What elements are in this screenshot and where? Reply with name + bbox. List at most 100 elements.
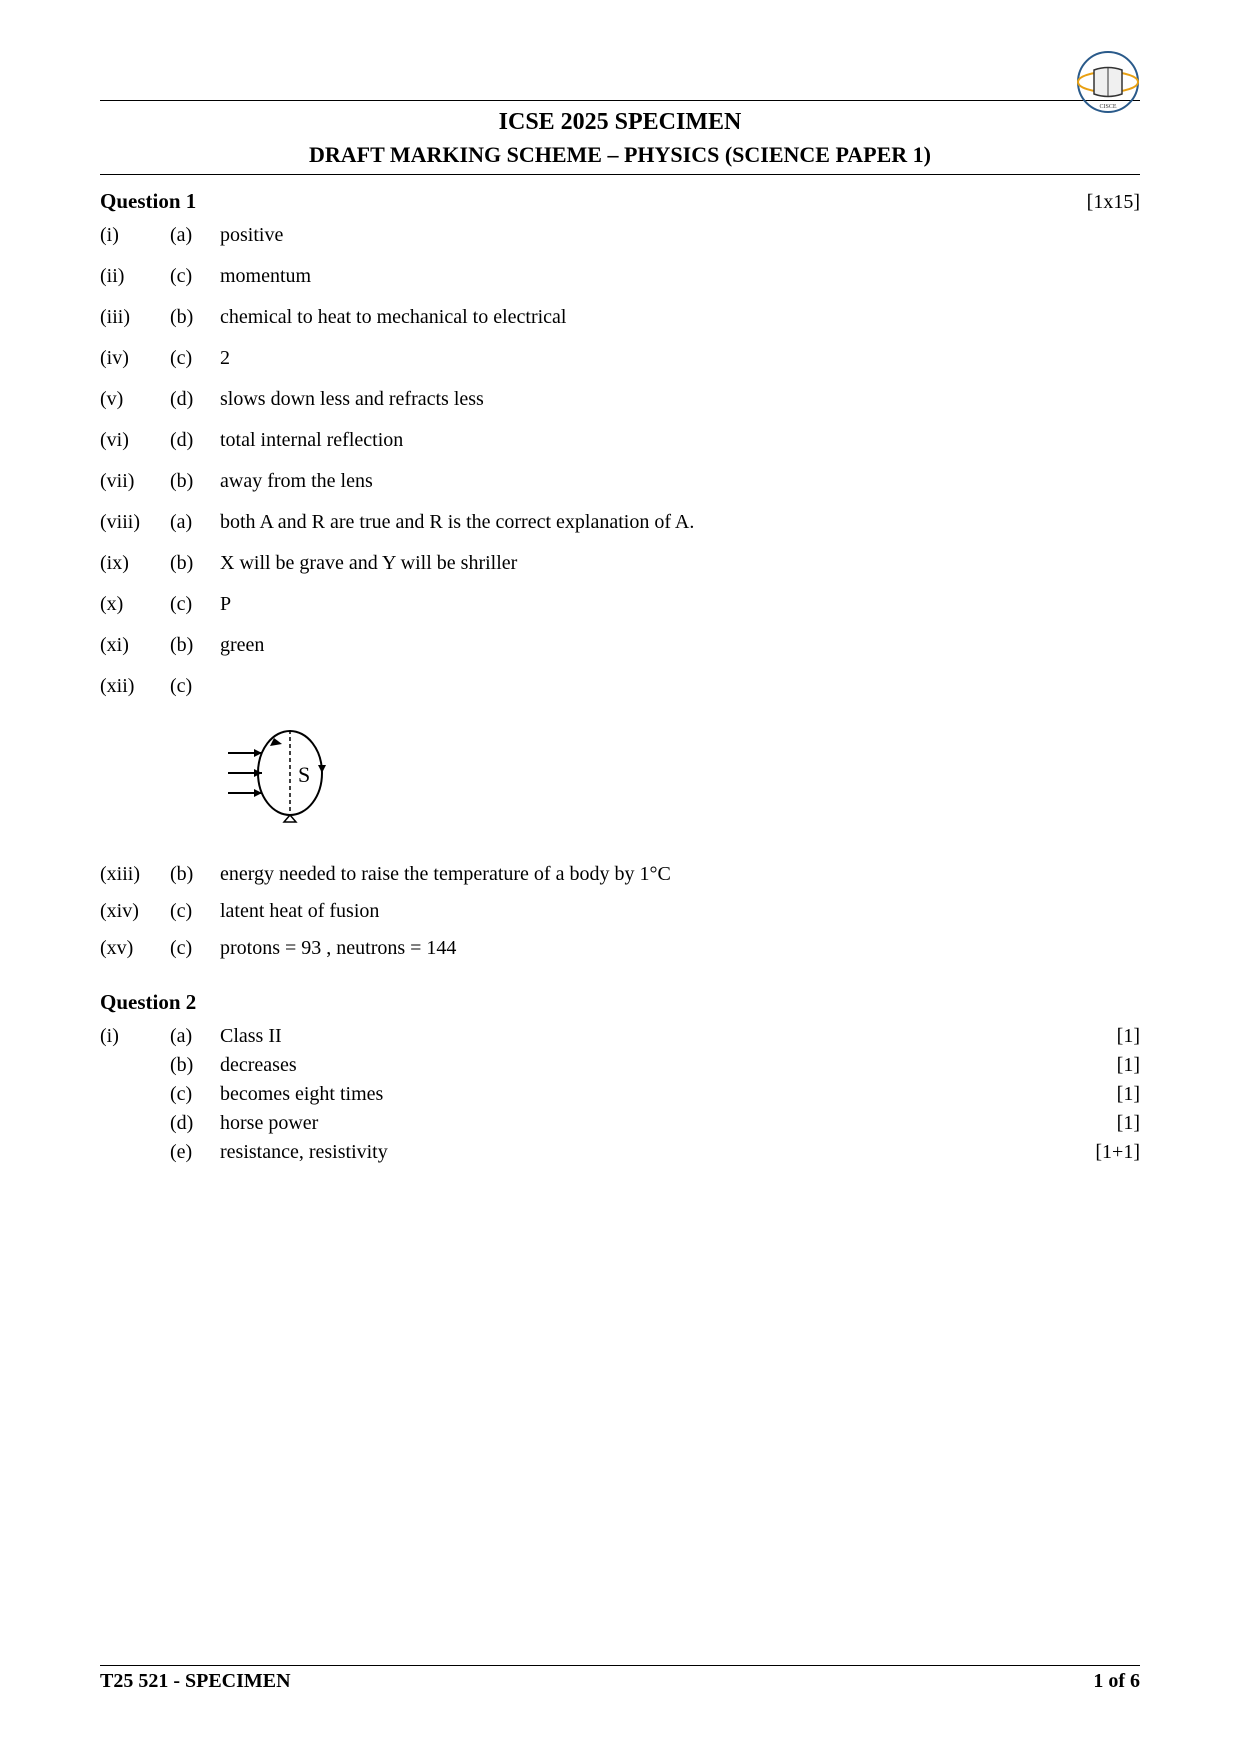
option-letter: (b) [170, 306, 220, 329]
answer-row: (xi) (b) green [100, 634, 1140, 657]
answer-row: (iv) (c) 2 [100, 347, 1140, 370]
question-1-header: Question 1 [1x15] [100, 189, 1140, 214]
answer-row: (d) horse power [1] [100, 1112, 1140, 1135]
option-letter: (b) [170, 470, 220, 493]
main-title: ICSE 2025 SPECIMEN [100, 109, 1140, 136]
question-2-title: Question 2 [100, 990, 196, 1015]
answer-text: becomes eight times [220, 1083, 1080, 1106]
option-letter: (d) [170, 388, 220, 411]
answer-row: (xiv) (c) latent heat of fusion [100, 900, 1140, 923]
roman-numeral: (iv) [100, 347, 170, 370]
option-letter: (c) [170, 347, 220, 370]
roman-numeral: (i) [100, 224, 170, 247]
header-rule-bottom [100, 174, 1140, 175]
marks: [1] [1080, 1025, 1140, 1048]
option-letter: (b) [170, 1054, 220, 1077]
svg-text:CISCE: CISCE [1099, 104, 1116, 110]
option-letter: (c) [170, 1083, 220, 1106]
marks: [1+1] [1080, 1141, 1140, 1164]
answer-text: energy needed to raise the temperature o… [220, 863, 1140, 886]
answer-row: (ix) (b) X will be grave and Y will be s… [100, 552, 1140, 575]
answer-row: (v) (d) slows down less and refracts les… [100, 388, 1140, 411]
roman-numeral: (x) [100, 593, 170, 616]
option-letter: (c) [170, 265, 220, 288]
roman-numeral: (xiv) [100, 900, 170, 923]
roman-numeral: (vii) [100, 470, 170, 493]
footer-right: 1 of 6 [1093, 1670, 1140, 1693]
answer-text: horse power [220, 1112, 1080, 1135]
answer-text: X will be grave and Y will be shriller [220, 552, 1140, 575]
subtitle: DRAFT MARKING SCHEME – PHYSICS (SCIENCE … [100, 142, 1140, 168]
question-1-title: Question 1 [100, 189, 196, 214]
option-letter: (b) [170, 863, 220, 886]
answer-text: latent heat of fusion [220, 900, 1140, 923]
answer-text: P [220, 593, 1140, 616]
option-letter: (a) [170, 224, 220, 247]
option-letter: (c) [170, 593, 220, 616]
cisce-logo: CISCE [1076, 50, 1140, 114]
answer-text: positive [220, 224, 1140, 247]
answer-text: both A and R are true and R is the corre… [220, 511, 1140, 534]
answer-text: slows down less and refracts less [220, 388, 1140, 411]
roman-numeral: (ix) [100, 552, 170, 575]
roman-numeral: (xv) [100, 937, 170, 960]
roman-numeral: (ii) [100, 265, 170, 288]
answer-text: green [220, 634, 1140, 657]
answer-row: (c) becomes eight times [1] [100, 1083, 1140, 1106]
footer-rule [100, 1665, 1140, 1666]
answer-row: (xv) (c) protons = 93 , neutrons = 144 [100, 937, 1140, 960]
question-1-marks: [1x15] [1087, 191, 1140, 214]
answer-row: (viii) (a) both A and R are true and R i… [100, 511, 1140, 534]
answer-text: protons = 93 , neutrons = 144 [220, 937, 1140, 960]
question-2-header: Question 2 [100, 990, 1140, 1015]
answer-text: 2 [220, 347, 1140, 370]
answer-row: (ii) (c) momentum [100, 265, 1140, 288]
answer-row: (b) decreases [1] [100, 1054, 1140, 1077]
answer-text: Class II [220, 1025, 1080, 1048]
footer-left: T25 521 - SPECIMEN [100, 1670, 291, 1693]
page-footer: T25 521 - SPECIMEN 1 of 6 [100, 1665, 1140, 1693]
answer-text: resistance, resistivity [220, 1141, 1080, 1164]
question-1-answers-after-diagram: (xiii) (b) energy needed to raise the te… [100, 863, 1140, 960]
answer-row: (iii) (b) chemical to heat to mechanical… [100, 306, 1140, 329]
roman-numeral: (i) [100, 1025, 170, 1048]
option-letter: (d) [170, 1112, 220, 1135]
header-rule-top [100, 100, 1140, 101]
answer-text: total internal reflection [220, 429, 1140, 452]
roman-numeral: (xii) [100, 675, 170, 698]
option-letter: (b) [170, 552, 220, 575]
answer-row: (xiii) (b) energy needed to raise the te… [100, 863, 1140, 886]
roman-numeral: (xi) [100, 634, 170, 657]
option-letter: (e) [170, 1141, 220, 1164]
option-letter: (a) [170, 1025, 220, 1048]
option-letter: (a) [170, 511, 220, 534]
option-letter: (d) [170, 429, 220, 452]
answer-text: momentum [220, 265, 1140, 288]
answer-row: (xii) (c) [100, 675, 1140, 698]
roman-numeral: (iii) [100, 306, 170, 329]
roman-numeral: (xiii) [100, 863, 170, 886]
answer-row: (x) (c) P [100, 593, 1140, 616]
question-2-answers: (i) (a) Class II [1] (b) decreases [1] (… [100, 1025, 1140, 1164]
option-letter: (b) [170, 634, 220, 657]
answer-row: (vii) (b) away from the lens [100, 470, 1140, 493]
answer-row: (i) (a) positive [100, 224, 1140, 247]
answer-text: away from the lens [220, 470, 1140, 493]
answer-text: decreases [220, 1054, 1080, 1077]
option-letter: (c) [170, 675, 220, 698]
answer-text: chemical to heat to mechanical to electr… [220, 306, 1140, 329]
option-letter: (c) [170, 937, 220, 960]
answer-row: (i) (a) Class II [1] [100, 1025, 1140, 1048]
answer-row: (vi) (d) total internal reflection [100, 429, 1140, 452]
marks: [1] [1080, 1054, 1140, 1077]
marks: [1] [1080, 1083, 1140, 1106]
solenoid-label: S [298, 762, 310, 787]
solenoid-diagram: S [220, 718, 1140, 833]
roman-numeral: (vi) [100, 429, 170, 452]
roman-numeral: (viii) [100, 511, 170, 534]
option-letter: (c) [170, 900, 220, 923]
marks: [1] [1080, 1112, 1140, 1135]
answer-row: (e) resistance, resistivity [1+1] [100, 1141, 1140, 1164]
question-1-answers: (i) (a) positive (ii) (c) momentum (iii)… [100, 224, 1140, 698]
roman-numeral: (v) [100, 388, 170, 411]
